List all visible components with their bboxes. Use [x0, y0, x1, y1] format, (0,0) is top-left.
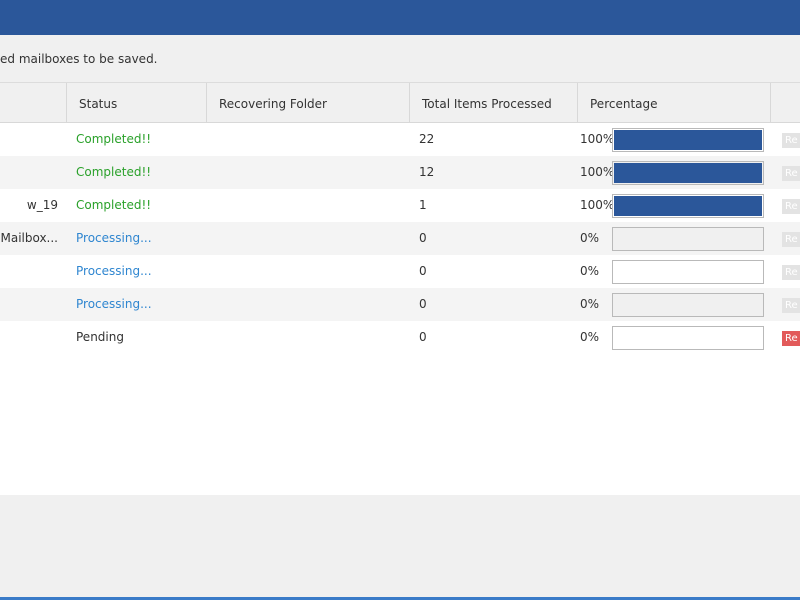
progress-fill: [614, 196, 762, 216]
header-recovering-folder[interactable]: Recovering Folder: [207, 83, 410, 122]
footer-panel: [0, 495, 800, 598]
mailbox-name-cell: [0, 123, 66, 156]
progress-bar: [612, 260, 764, 284]
title-bar: [0, 0, 800, 35]
percent-text: 0%: [580, 297, 600, 311]
items-processed-cell: 0: [419, 264, 427, 278]
row-action-button[interactable]: Re: [782, 133, 800, 148]
header-action: [771, 83, 800, 122]
progress-bar: [612, 128, 764, 152]
status-cell: Completed!!: [76, 132, 152, 146]
mailbox-name-cell: [0, 321, 66, 354]
table-row[interactable]: Completed!! 12 100% Re: [0, 156, 800, 189]
percent-text: 0%: [580, 231, 600, 245]
items-processed-cell: 0: [419, 231, 427, 245]
progress-bar: [612, 227, 764, 251]
table-row[interactable]: nMailbox... Processing... 0 0% Re: [0, 222, 800, 255]
status-cell: Pending: [76, 330, 124, 344]
status-cell: Completed!!: [76, 165, 152, 179]
progress-bar: [612, 194, 764, 218]
progress-fill: [614, 130, 762, 150]
folder-cell: [207, 222, 409, 255]
mailbox-name-cell: [0, 156, 66, 189]
progress-fill: [614, 163, 762, 183]
mailbox-grid: Status Recovering Folder Total Items Pro…: [0, 82, 800, 496]
status-cell: Processing...: [76, 297, 152, 311]
percent-text: 0%: [580, 330, 600, 344]
header-status[interactable]: Status: [67, 83, 207, 122]
table-row[interactable]: Completed!! 22 100% Re: [0, 123, 800, 156]
progress-bar: [612, 326, 764, 350]
header-mailbox-name[interactable]: [0, 83, 67, 122]
items-processed-cell: 22: [419, 132, 435, 146]
folder-cell: [207, 189, 409, 222]
progress-bar: [612, 293, 764, 317]
row-action-button[interactable]: Re: [782, 298, 800, 313]
table-row[interactable]: Processing... 0 0% Re: [0, 288, 800, 321]
status-cell: Processing...: [76, 231, 152, 245]
folder-cell: [207, 288, 409, 321]
row-action-button[interactable]: Re: [782, 331, 800, 346]
table-row[interactable]: w_19 Completed!! 1 100% Re: [0, 189, 800, 222]
table-row[interactable]: Processing... 0 0% Re: [0, 255, 800, 288]
percent-text: 100%: [580, 198, 612, 212]
table-row[interactable]: Pending 0 0% Re: [0, 321, 800, 354]
row-action-button[interactable]: Re: [782, 265, 800, 280]
percent-text: 0%: [580, 264, 600, 278]
folder-cell: [207, 123, 409, 156]
header-total-items[interactable]: Total Items Processed: [410, 83, 578, 122]
header-percentage[interactable]: Percentage: [578, 83, 771, 122]
mailbox-name-cell: [0, 288, 66, 321]
folder-cell: [207, 255, 409, 288]
instruction-text: ed mailboxes to be saved.: [0, 52, 158, 66]
folder-cell: [207, 321, 409, 354]
row-action-button[interactable]: Re: [782, 232, 800, 247]
items-processed-cell: 0: [419, 330, 427, 344]
instruction-panel: ed mailboxes to be saved.: [0, 36, 800, 82]
row-action-button[interactable]: Re: [782, 166, 800, 181]
progress-bar: [612, 161, 764, 185]
mailbox-name-cell: nMailbox...: [0, 231, 58, 245]
status-cell: Completed!!: [76, 198, 152, 212]
items-processed-cell: 12: [419, 165, 435, 179]
status-cell: Processing...: [76, 264, 152, 278]
grid-header: Status Recovering Folder Total Items Pro…: [0, 83, 800, 123]
percent-text: 100%: [580, 132, 612, 146]
folder-cell: [207, 156, 409, 189]
mailbox-name-cell: w_19: [26, 198, 58, 212]
items-processed-cell: 0: [419, 297, 427, 311]
row-action-button[interactable]: Re: [782, 199, 800, 214]
mailbox-name-cell: [0, 255, 66, 288]
percent-text: 100%: [580, 165, 612, 179]
items-processed-cell: 1: [419, 198, 427, 212]
window-bottom-border: [0, 597, 800, 600]
